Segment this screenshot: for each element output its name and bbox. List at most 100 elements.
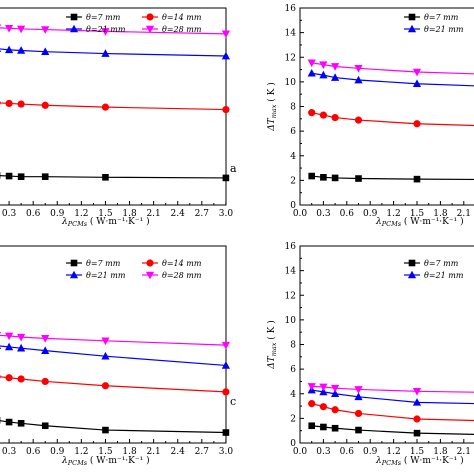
x-tick-label: 2.4 — [171, 447, 186, 457]
data-point — [331, 389, 340, 398]
series-line — [0, 376, 226, 393]
x-tick-label: 0.6 — [340, 447, 355, 457]
data-point — [413, 429, 421, 437]
data-point — [102, 426, 109, 434]
legend-entry: θ=7 mm — [86, 259, 121, 268]
legend-marker — [69, 270, 79, 279]
data-point — [17, 420, 25, 427]
legend-entry: θ=28 mm — [162, 271, 202, 280]
data-point — [222, 105, 230, 114]
data-point — [41, 47, 50, 56]
legend-entry: θ=14 mm — [162, 259, 202, 268]
x-tick-label: 0.0 — [293, 447, 308, 457]
data-point — [331, 384, 340, 393]
data-point — [0, 331, 2, 335]
y-tick-label: 8 — [290, 103, 296, 113]
y-tick-label: 2 — [290, 414, 296, 424]
y-tick-label: 2 — [290, 176, 296, 186]
data-point — [221, 341, 230, 350]
y-axis-label: ΔTmax ( K ) — [266, 82, 278, 132]
data-point — [41, 26, 50, 34]
data-point — [41, 422, 49, 430]
x-tick-label: 2.1 — [146, 447, 160, 457]
x-tick-label: 1.2 — [74, 209, 88, 219]
legend: θ=7 mm θ=21 mm — [404, 259, 464, 280]
x-axis-label: λPCMs ( W·m⁻¹·K⁻¹ ) — [375, 216, 464, 228]
data-point — [0, 49, 2, 52]
legend-marker — [70, 259, 78, 267]
data-point — [355, 426, 362, 434]
data-point — [41, 101, 49, 109]
data-point — [101, 382, 110, 390]
data-point — [319, 383, 328, 392]
data-point — [331, 113, 339, 122]
data-point — [412, 398, 422, 406]
x-tick-label: 0.9 — [50, 447, 65, 457]
series-0 — [308, 422, 474, 437]
legend-marker — [69, 24, 79, 33]
legend-entry: θ=21 mm — [424, 271, 464, 280]
data-point — [101, 337, 110, 346]
data-point — [17, 343, 26, 352]
series-line — [0, 334, 226, 346]
legend-entry: θ=14 mm — [162, 13, 202, 22]
data-point — [41, 335, 50, 343]
y-tick-label: 6 — [290, 127, 296, 137]
data-point — [0, 24, 2, 27]
x-tick-label: 1.2 — [386, 209, 400, 219]
data-point — [331, 424, 339, 432]
x-tick-label: 2.7 — [195, 447, 210, 457]
data-point — [17, 333, 26, 342]
data-point — [308, 422, 315, 430]
data-point — [221, 51, 230, 60]
panel-label: a — [230, 162, 237, 175]
data-point — [41, 377, 49, 386]
data-point — [5, 172, 13, 180]
x-tick-label: 0.6 — [26, 209, 41, 219]
series-2 — [307, 385, 474, 406]
data-point — [41, 173, 49, 180]
data-point — [222, 429, 230, 436]
series-1 — [0, 99, 230, 114]
series-0 — [308, 172, 474, 183]
data-point — [413, 175, 421, 183]
y-axis-label: ΔTmax ( K ) — [266, 320, 278, 370]
y-tick-label: 14 — [285, 267, 297, 277]
legend-marker — [408, 13, 416, 21]
data-point — [4, 342, 14, 351]
x-tick-label: 2.1 — [457, 447, 471, 457]
data-point — [308, 109, 316, 117]
x-axis-label: λPCMs ( W·m⁻¹·K⁻¹ ) — [61, 216, 150, 228]
x-tick-label: 1.2 — [74, 447, 88, 457]
series-0 — [0, 172, 230, 182]
data-point — [413, 415, 421, 423]
legend-marker — [145, 271, 155, 280]
data-point — [221, 30, 230, 39]
x-axis-label: λPCMs ( W·m⁻¹·K⁻¹ ) — [375, 455, 464, 467]
y-tick-label: 16 — [285, 4, 297, 14]
legend: θ=7 mm θ=14 mm θ=21 mm θ=28 mm — [66, 13, 202, 34]
y-tick-label: 8 — [290, 341, 296, 351]
legend: θ=7 mm θ=21 mm — [404, 13, 464, 34]
series-3 — [0, 24, 230, 39]
y-tick-label: 0 — [290, 201, 296, 211]
panel-label: c — [230, 395, 236, 408]
series-2 — [307, 68, 474, 88]
data-point — [4, 45, 14, 54]
legend-entry: θ=21 mm — [86, 271, 126, 280]
series-line — [0, 420, 226, 434]
y-tick-label: 16 — [285, 242, 297, 252]
data-point — [4, 25, 14, 33]
data-point — [5, 99, 13, 108]
chart-panel-c: 0.3 0.6 0.9 1.2 1.5 1.8 2.1 2.4 2.7 3.0 θ=7 mm θ=14… — [0, 245, 236, 467]
legend-entry: θ=21 mm — [424, 25, 464, 34]
data-point — [17, 25, 26, 34]
series-line — [0, 345, 226, 367]
x-tick-label: 1.2 — [386, 447, 400, 457]
x-tick-label: 1.5 — [410, 447, 425, 457]
legend-marker — [407, 270, 417, 279]
x-tick-label: 0.3 — [316, 209, 331, 219]
legend-marker — [408, 259, 416, 267]
data-point — [319, 70, 328, 79]
data-point — [354, 392, 363, 401]
